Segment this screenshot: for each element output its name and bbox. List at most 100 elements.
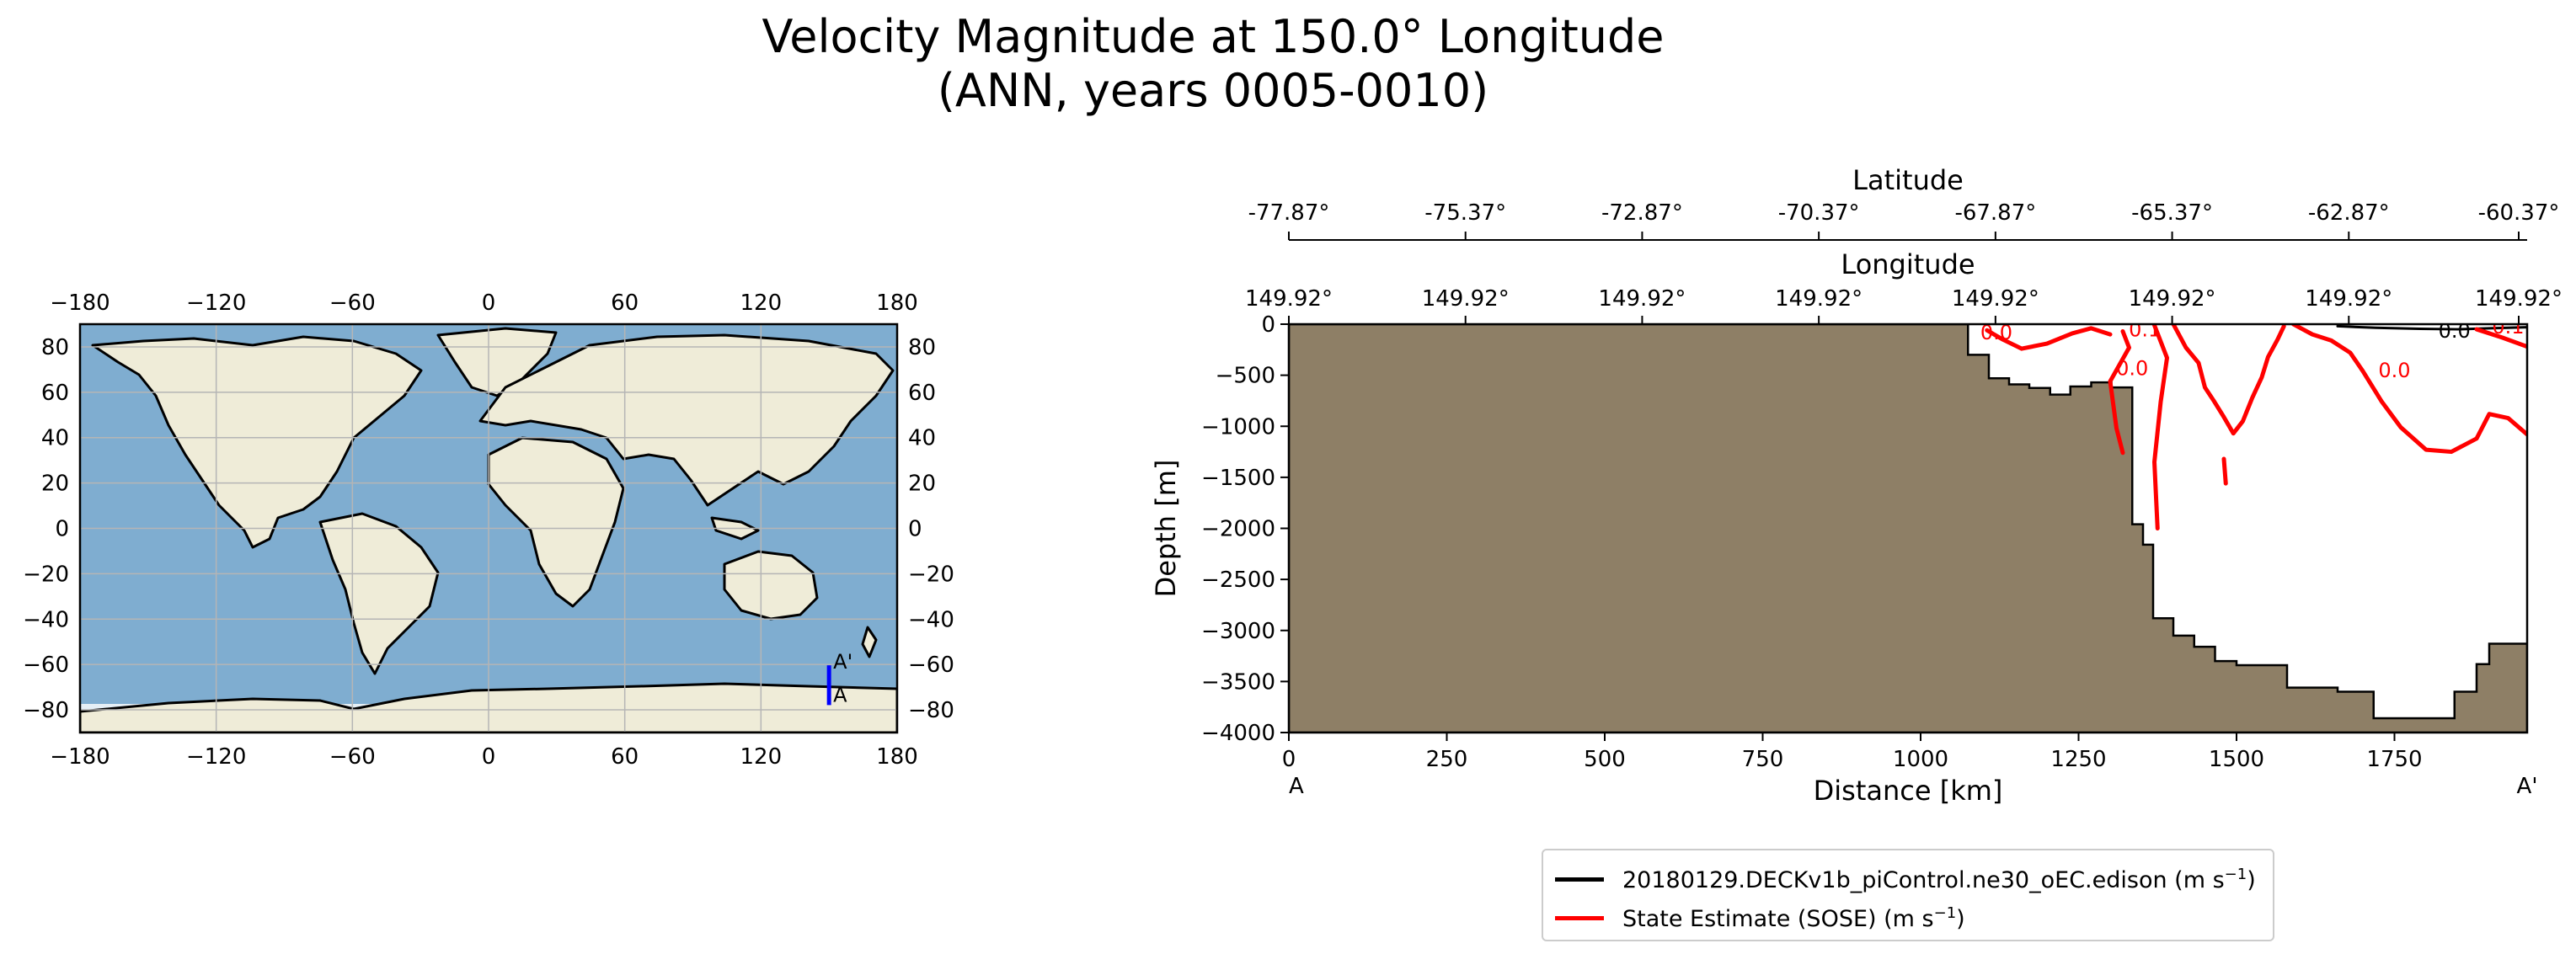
latitude-tick-label: -65.37° <box>2131 200 2213 226</box>
map-lat-tick-left: −60 <box>23 653 69 678</box>
map-lon-tick-bottom: 60 <box>611 744 639 770</box>
section-plot-area: 0.0 0.0 0.0 0.0 0.1 0.1 <box>1289 315 2527 733</box>
map-lat-tick-left: 40 <box>41 426 69 451</box>
contour-line-series-1 <box>2221 456 2228 486</box>
endpoint-label-start: A <box>1289 774 1304 799</box>
contour-line-series-1 <box>2474 327 2527 349</box>
map-lon-tick-top: 120 <box>740 290 783 316</box>
africa <box>487 436 625 608</box>
x-tick-label: 1750 <box>2366 747 2422 772</box>
map-lat-tick-left: 60 <box>41 381 69 406</box>
transect-line: A' A <box>826 650 852 706</box>
map-lat-tick-left: −20 <box>23 562 69 587</box>
eurasia <box>478 333 895 507</box>
map-lon-tick-top: −180 <box>50 290 110 316</box>
map-lon-tick-top: −120 <box>186 290 246 316</box>
legend-swatch-black <box>1555 877 1604 882</box>
map-lat-tick-right: 40 <box>908 426 936 451</box>
map-lon-tick-top: 0 <box>482 290 496 316</box>
legend-label-sose: State Estimate (SOSE) (m s−1) <box>1622 903 1965 932</box>
longitude-tick-label: 149.92° <box>2305 286 2392 312</box>
y-tick-label: −4000 <box>1201 721 1275 746</box>
longitude-tick-label: 149.92° <box>1245 286 1333 312</box>
map-lat-tick-right: 20 <box>908 472 936 497</box>
map-lat-tick-left: 20 <box>41 472 69 497</box>
y-tick-label: 0 <box>1261 312 1275 338</box>
x-tick-label: 1250 <box>2050 747 2106 772</box>
contour-label: 0.0 <box>1980 321 2012 344</box>
x-tick-label: 750 <box>1742 747 1784 772</box>
endpoint-label-end: A' <box>2517 774 2538 799</box>
south-america <box>318 512 440 675</box>
map-lat-tick-right: −80 <box>908 698 954 723</box>
map-lon-tick-top: −60 <box>329 290 376 316</box>
map-frame <box>78 322 899 734</box>
latitude-tick-label: -70.37° <box>1778 200 1860 226</box>
longitude-tick-label: 149.92° <box>1952 286 2039 312</box>
latitude-tick-label: -75.37° <box>1424 200 1506 226</box>
map-lat-tick-left: 0 <box>55 517 69 542</box>
map-lat-tick-right: −20 <box>908 562 954 587</box>
new-zealand <box>861 626 878 658</box>
y-tick-label: −500 <box>1216 364 1275 389</box>
longitude-axis-label: Longitude <box>1841 248 1975 280</box>
map-lat-ticks: 80 80 60 60 40 40 20 20 0 0 −20 −20 −40 −40 −60 −60 −80 −… <box>23 335 954 723</box>
map-lon-tick-bottom: 180 <box>876 744 918 770</box>
transect-start-label: A <box>833 683 847 706</box>
longitude-tick-label: 149.92° <box>1422 286 1510 312</box>
map-lat-tick-right: 60 <box>908 381 936 406</box>
map-lon-tick-bottom: −120 <box>186 744 246 770</box>
latitude-tick-label: -77.87° <box>1248 200 1330 226</box>
y-tick-label: −2500 <box>1201 568 1275 593</box>
y-axis-label: Depth [m] <box>1150 460 1182 598</box>
latitude-tick-label: -67.87° <box>1954 200 2036 226</box>
map-lat-tick-left: 80 <box>41 335 69 360</box>
contour-line-series-1 <box>2152 324 2169 530</box>
longitude-tick-label: 149.92° <box>1775 286 1863 312</box>
map-lon-tick-bottom: 120 <box>740 744 783 770</box>
north-america <box>91 335 423 549</box>
x-axis-label: Distance [km] <box>1814 775 2003 807</box>
x-tick-label: 250 <box>1426 747 1468 772</box>
contour-label: 0.0 <box>2116 357 2148 381</box>
figure-title: Velocity Magnitude at 150.0° Longitude (… <box>0 10 2426 118</box>
longitude-tick-label: 149.92° <box>2129 286 2216 312</box>
longitude-tick-label: 149.92° <box>1598 286 1686 312</box>
legend-label-model: 20180129.DECKv1b_piControl.ne30_oEC.edis… <box>1622 865 2256 893</box>
map-lat-tick-right: −40 <box>908 607 954 632</box>
legend-item-sose: State Estimate (SOSE) (m s−1) <box>1555 901 1965 935</box>
contour-label: 0.1 <box>2492 315 2524 338</box>
map-lat-tick-right: −60 <box>908 653 954 678</box>
legend: 20180129.DECKv1b_piControl.ne30_oEC.edis… <box>1542 849 2274 941</box>
y-tick-label: −2000 <box>1201 517 1275 542</box>
map-lat-tick-right: 80 <box>908 335 936 360</box>
map-lon-tick-bottom: −60 <box>329 744 376 770</box>
legend-swatch-red <box>1555 915 1604 920</box>
latitude-axis-label: Latitude <box>1852 164 1964 196</box>
contour-line-series-1 <box>1985 326 2113 351</box>
title-line-1: Velocity Magnitude at 150.0° Longitude <box>762 10 1665 63</box>
contour-line-series-1 <box>2108 328 2131 456</box>
x-tick-label: 500 <box>1584 747 1626 772</box>
contour-line-series-1 <box>2291 324 2527 455</box>
section-axes: 0 250 500 750 1000 1250 1500 1750 A A' Distance [k… <box>1150 164 2563 807</box>
x-tick-label: 1000 <box>1893 747 1948 772</box>
latitude-tick-label: -72.87° <box>1601 200 1683 226</box>
x-tick-label: 0 <box>1282 747 1296 772</box>
map-plot-area: A' A <box>80 324 897 733</box>
map-lat-tick-left: −80 <box>23 698 69 723</box>
contour-line-series-1 <box>2171 324 2286 436</box>
bathymetry <box>1289 324 2527 733</box>
x-tick-label: 1500 <box>2209 747 2264 772</box>
contour-label: 0.0 <box>2439 319 2471 343</box>
latitude-tick-label: -62.87° <box>2308 200 2390 226</box>
contour-line-series-0 <box>2336 324 2527 331</box>
legend-item-model: 20180129.DECKv1b_piControl.ne30_oEC.edis… <box>1555 862 2256 896</box>
map-lon-tick-bottom: −180 <box>50 744 110 770</box>
title-line-2: (ANN, years 0005-0010) <box>937 64 1489 117</box>
y-tick-label: −1500 <box>1201 466 1275 491</box>
map-lon-tick-top: 180 <box>876 290 918 316</box>
map-lon-tick-bottom: 0 <box>482 744 496 770</box>
